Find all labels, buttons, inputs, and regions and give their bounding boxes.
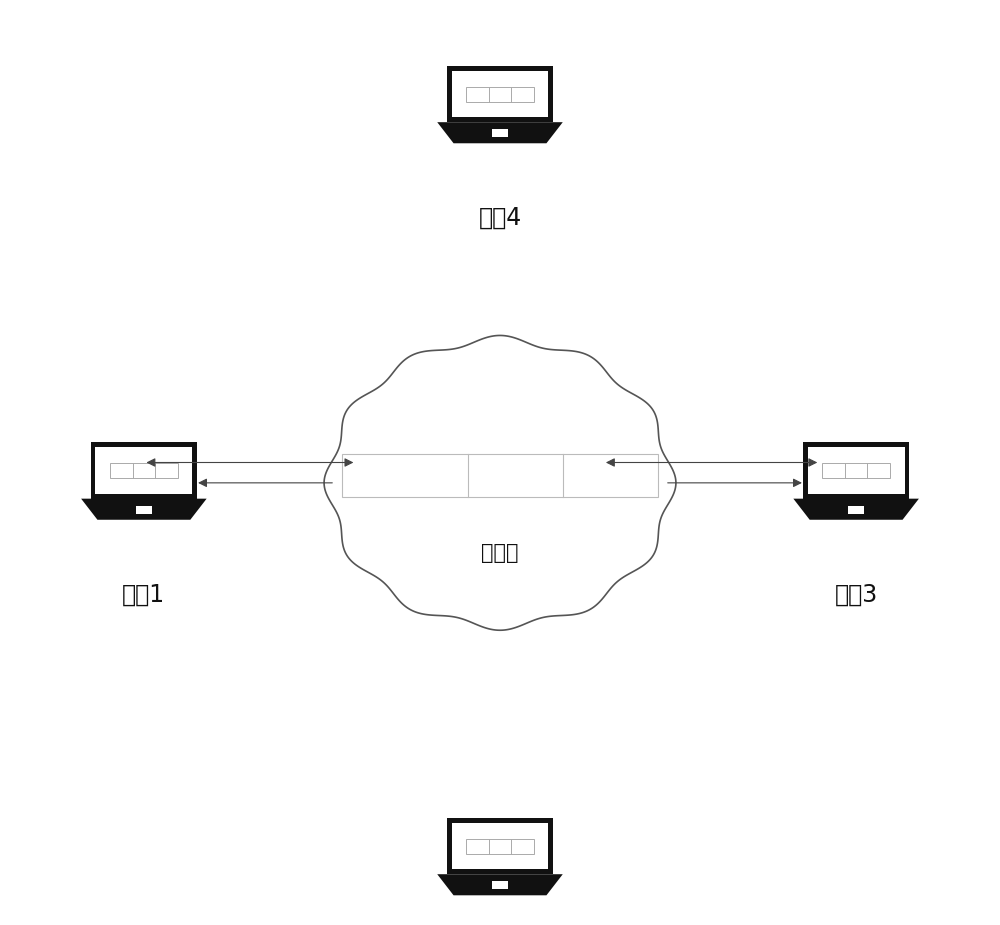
Polygon shape (81, 499, 207, 520)
Bar (342, 454, 658, 498)
Bar (95, 447, 192, 494)
Bar (808, 447, 905, 494)
Bar (447, 66, 553, 122)
Bar (447, 818, 553, 874)
Bar (803, 442, 909, 499)
Bar (492, 882, 508, 890)
Text: 节点3: 节点3 (834, 583, 878, 607)
Bar (110, 463, 178, 478)
Bar (822, 463, 890, 478)
Polygon shape (793, 499, 919, 520)
Bar (91, 442, 197, 499)
Bar (492, 130, 508, 138)
Polygon shape (324, 336, 676, 630)
Text: 节点1: 节点1 (122, 583, 165, 607)
Text: 区块链: 区块链 (481, 543, 519, 563)
Bar (466, 87, 534, 102)
Text: 节点4: 节点4 (478, 206, 522, 230)
Bar (848, 506, 864, 514)
Polygon shape (437, 874, 563, 895)
Bar (452, 70, 548, 117)
Polygon shape (437, 122, 563, 143)
Bar (466, 839, 534, 854)
Bar (452, 822, 548, 870)
Bar (136, 506, 152, 514)
